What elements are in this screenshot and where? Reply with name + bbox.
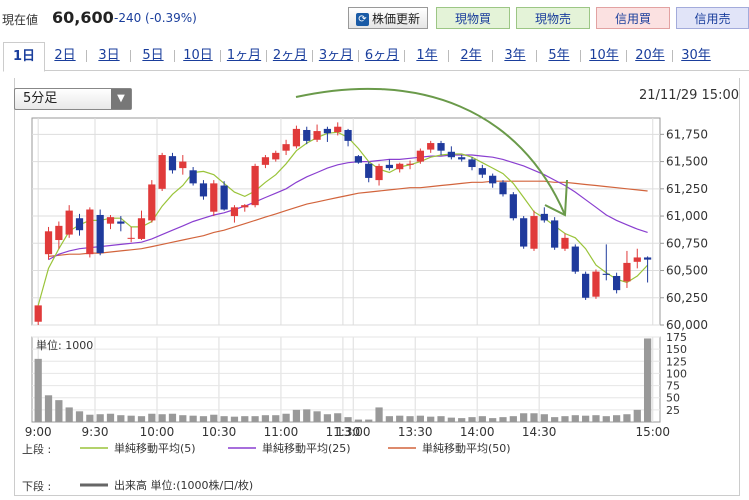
tab-separator <box>492 50 493 62</box>
tab-separator <box>448 50 449 62</box>
tab-4[interactable]: 10日 <box>183 48 213 63</box>
tab-separator <box>672 50 673 62</box>
refresh-price-label: 株価更新 <box>371 12 420 26</box>
legend-upper: 上段 : <box>22 441 722 457</box>
tab-11[interactable]: 3年 <box>504 48 526 63</box>
tab-separator <box>174 50 175 62</box>
tab-6[interactable]: 2ヶ月 <box>272 48 308 63</box>
sell-cash-button[interactable]: 現物売 <box>516 7 590 29</box>
tab-15[interactable]: 30年 <box>681 48 711 63</box>
tab-8[interactable]: 6ヶ月 <box>364 48 400 63</box>
tab-separator <box>130 50 131 62</box>
sell-margin-button[interactable]: 信用売 <box>676 7 749 29</box>
period-tabs: 1日 2日 3日 5日 10日 1ヶ月 2ヶ月 3ヶ月 6ヶ月 1年 2年 3年 5年 10年 20年 30年 <box>3 42 749 72</box>
tab-separator <box>358 50 359 62</box>
legend-lower-label: 下段 : <box>22 480 52 493</box>
tab-separator <box>266 50 267 62</box>
chevron-down-icon: ▼ <box>111 89 131 109</box>
tab-2[interactable]: 3日 <box>98 48 120 63</box>
tab-0[interactable]: 1日 <box>3 42 45 72</box>
price-change: -240 (-0.39%) <box>114 11 197 25</box>
interval-select[interactable]: 5分足 ▼ <box>14 88 132 110</box>
tab-separator <box>536 50 537 62</box>
quote-header: 現在値 60,600 -240 (-0.39%) ⟳ 株価更新 現物買 現物売 信… <box>0 0 749 36</box>
chart-datetime: 21/11/29 15:00 <box>639 88 739 103</box>
chart-panel <box>14 78 740 496</box>
tab-7[interactable]: 3ヶ月 <box>318 48 354 63</box>
tab-separator <box>220 50 221 62</box>
refresh-price-button[interactable]: ⟳ 株価更新 <box>348 7 428 29</box>
tab-1[interactable]: 2日 <box>54 48 76 63</box>
tab-10[interactable]: 2年 <box>460 48 482 63</box>
buy-margin-button[interactable]: 信用買 <box>596 7 670 29</box>
tab-14[interactable]: 20年 <box>635 48 665 63</box>
current-price-value: 60,600 <box>52 8 114 27</box>
tab-separator <box>312 50 313 62</box>
interval-select-value: 5分足 <box>23 91 58 106</box>
buy-cash-button[interactable]: 現物買 <box>436 7 510 29</box>
legend-upper-label: 上段 : <box>22 443 52 456</box>
refresh-icon: ⟳ <box>355 13 369 26</box>
tab-9[interactable]: 1年 <box>416 48 438 63</box>
tab-13[interactable]: 10年 <box>589 48 619 63</box>
tab-12[interactable]: 5年 <box>548 48 570 63</box>
tab-3[interactable]: 5日 <box>142 48 164 63</box>
tab-separator <box>580 50 581 62</box>
legend-lower: 下段 : <box>22 478 722 494</box>
tab-5[interactable]: 1ヶ月 <box>226 48 262 63</box>
current-price-label: 現在値 <box>2 13 39 27</box>
tab-separator <box>626 50 627 62</box>
tab-separator <box>404 50 405 62</box>
tab-separator <box>86 50 87 62</box>
